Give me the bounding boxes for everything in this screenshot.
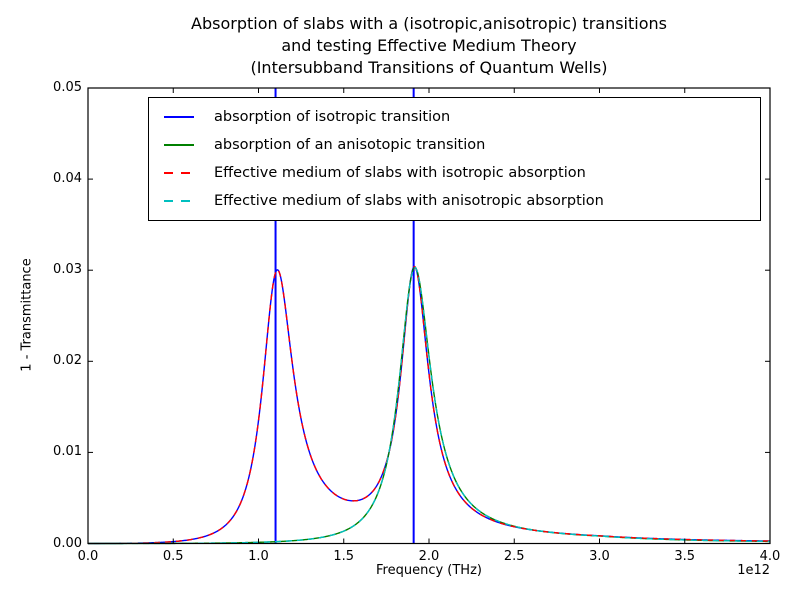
legend: absorption of isotropic transition absorp…	[148, 97, 761, 221]
curve-1-solid	[88, 266, 771, 545]
legend-item-label: absorption of isotropic transition	[214, 109, 451, 125]
chart-title: Absorption of slabs with a (isotropic,an…	[191, 14, 667, 77]
y-tick-label: 0.01	[53, 444, 82, 460]
x-tick-label: 3.0	[589, 549, 610, 564]
legend-item: absorption of an anisotopic transition	[149, 131, 760, 159]
legend-line-sample-solid	[164, 143, 194, 147]
legend-line-sample-dashed	[164, 199, 194, 203]
legend-item-label: absorption of an anisotopic transition	[214, 137, 486, 153]
legend-item-label: Effective medium of slabs with anisotrop…	[214, 193, 604, 209]
legend-line-sample-dashed	[164, 171, 194, 175]
y-tick-label: 0.05	[53, 80, 82, 95]
x-tick-label: 2.0	[418, 549, 440, 564]
y-axis-label: 1 - Transmittance	[19, 258, 35, 372]
curve-2-dashed	[88, 265, 771, 545]
curve-3-dashed	[88, 266, 771, 545]
curve-0-solid	[88, 265, 771, 545]
legend-item-label: Effective medium of slabs with isotropic…	[214, 165, 586, 181]
legend-item: absorption of isotropic transition	[149, 103, 760, 131]
x-axis-label: Frequency (THz)	[376, 563, 482, 578]
x-tick-label: 0.0	[77, 549, 99, 564]
legend-item: Effective medium of slabs with anisotrop…	[149, 187, 760, 215]
x-tick-label: 2.5	[503, 549, 525, 564]
legend-item: Effective medium of slabs with isotropic…	[149, 159, 760, 187]
legend-line-sample-solid	[164, 115, 194, 119]
x-tick-label: 0.5	[162, 549, 184, 564]
x-tick-label: 4.0	[759, 549, 781, 564]
y-tick-label: 0.04	[53, 171, 82, 187]
x-tick-label: 3.5	[674, 549, 696, 564]
y-tick-label: 0.02	[53, 353, 82, 369]
x-tick-label: 1.0	[248, 549, 269, 564]
x-axis-offset-label: 1e12	[737, 563, 770, 578]
x-tick-label: 1.5	[333, 549, 355, 564]
y-tick-label: 0.00	[53, 535, 82, 551]
y-tick-label: 0.03	[53, 262, 82, 278]
